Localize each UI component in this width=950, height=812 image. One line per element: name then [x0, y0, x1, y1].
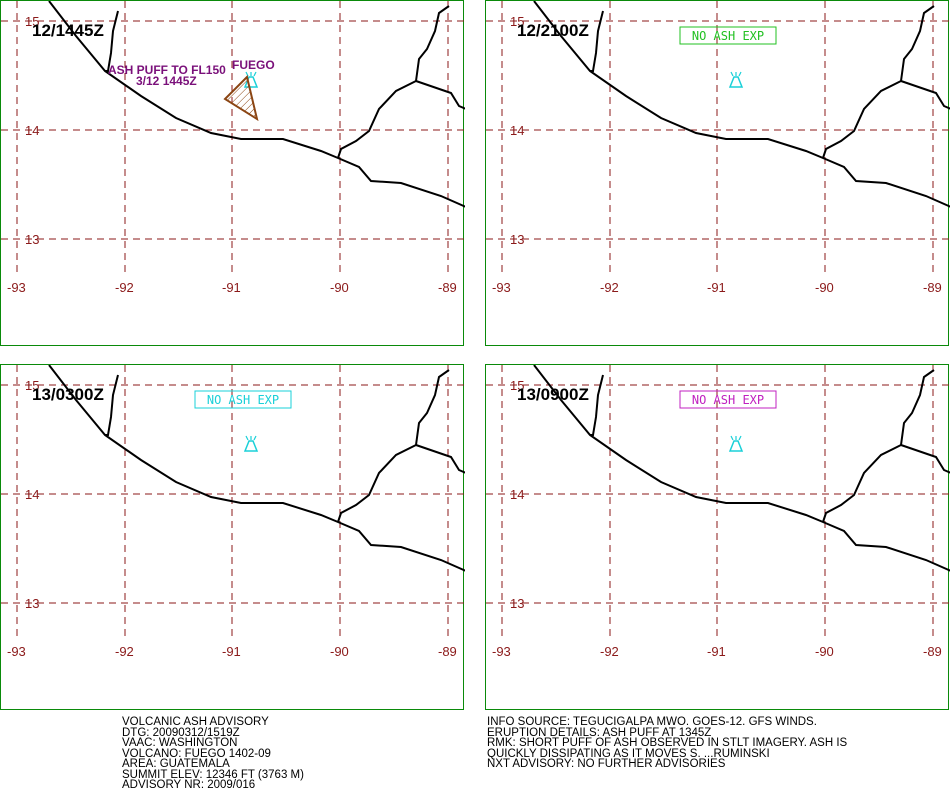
valid-time-stamp: 13/0900Z [517, 385, 589, 404]
volcano-icon [243, 435, 259, 452]
no-ash-expected-box: NO ASH EXP [679, 390, 777, 409]
lon-tick-label: -91 [222, 280, 241, 295]
lon-tick-label: -91 [707, 280, 726, 295]
lon-tick-label: -93 [492, 280, 511, 295]
volcano-icon [728, 435, 744, 452]
lat-tick-label: 15 [510, 378, 524, 393]
lon-tick-label: -92 [600, 644, 619, 659]
ash-label-line-2: 3/12 1445Z [136, 74, 197, 88]
coastline [105, 374, 119, 436]
lon-tick-label: -93 [7, 644, 26, 659]
no-ash-expected-box: NO ASH EXP [194, 390, 292, 409]
advisory-line: VOLCANO: FUEGO 1402-09 [122, 747, 271, 760]
lat-tick-label: 13 [510, 232, 524, 247]
lon-tick-label: -92 [600, 280, 619, 295]
advisory-line: AREA: GUATEMALA [122, 758, 230, 770]
lon-tick-label: -93 [492, 644, 511, 659]
lon-tick-label: -93 [7, 280, 26, 295]
map-panel-2: -93 -92 -91 -90 -89 15 14 13 12/2100Z NO ASH EXP [485, 0, 950, 346]
advisory-text-right: INFO SOURCE: TEGUCIGALPA MWO. GOES-12. G… [487, 717, 847, 770]
lon-tick-label: -90 [815, 280, 834, 295]
advisory-line: VAAC: WASHINGTON [122, 737, 238, 749]
volcano-name-label: FUEGO [232, 58, 275, 72]
advisory-line: SUMMIT ELEV: 12346 FT (3763 M) [122, 768, 304, 781]
advisory-line: ERUPTION DETAILS: ASH PUFF AT 1345Z [487, 726, 712, 739]
map-panel-1: -93 -92 -91 -90 -89 15 14 13 12/1445Z ASH PUFF TO… [0, 0, 465, 346]
map-panel-4: -93 -92 -91 -90 -89 15 14 13 13/0900Z NO ASH EXP [485, 364, 950, 710]
coastline [337, 5, 450, 159]
map-svg: -93 -92 -91 -90 -89 15 14 13 12/2100Z NO ASH EXP [486, 1, 950, 295]
coastline [822, 5, 935, 159]
advisory-line: ADVISORY NR: 2009/016 [122, 779, 256, 791]
lat-tick-label: 13 [25, 232, 39, 247]
lat-tick-label: 13 [25, 596, 39, 611]
advisory-line: INFO SOURCE: TEGUCIGALPA MWO. GOES-12. G… [487, 716, 817, 728]
no-ash-expected-label: NO ASH EXP [692, 29, 764, 43]
map-panel-3: -93 -92 -91 -90 -89 15 14 13 13/0300Z NO ASH EXP [0, 364, 465, 710]
coastline [533, 365, 950, 572]
coastline [105, 10, 119, 72]
lat-tick-label: 14 [510, 123, 524, 138]
advisory-line: DTG: 20090312/1519Z [122, 726, 240, 739]
lon-tick-label: -92 [115, 280, 134, 295]
lat-tick-label: 14 [510, 487, 524, 502]
no-ash-expected-box: NO ASH EXP [679, 26, 777, 45]
coastline [822, 369, 935, 523]
lon-tick-label: -89 [923, 644, 942, 659]
valid-time-stamp: 13/0300Z [32, 385, 104, 404]
advisory-text-left: VOLCANIC ASH ADVISORY DTG: 20090312/1519Z… [122, 717, 304, 791]
coastline [533, 1, 950, 208]
lon-tick-label: -92 [115, 644, 134, 659]
coastline [48, 1, 465, 208]
advisory-line: NXT ADVISORY: NO FURTHER ADVISORIES [487, 758, 726, 770]
valid-time-stamp: 12/1445Z [32, 21, 104, 40]
coastline [900, 80, 950, 110]
lat-tick-label: 14 [25, 487, 39, 502]
coastline [337, 369, 450, 523]
map-svg: -93 -92 -91 -90 -89 15 14 13 12/1445Z ASH PUFF TO… [1, 1, 465, 295]
valid-time-stamp: 12/2100Z [517, 21, 589, 40]
lon-tick-label: -89 [438, 280, 457, 295]
lon-tick-label: -89 [923, 280, 942, 295]
coastline [900, 444, 950, 474]
advisory-line: RMK: SHORT PUFF OF ASH OBSERVED IN STLT … [487, 737, 848, 749]
map-svg: -93 -92 -91 -90 -89 15 14 13 13/0300Z NO ASH EXP [1, 365, 465, 659]
lon-tick-label: -90 [815, 644, 834, 659]
lon-tick-label: -90 [330, 644, 349, 659]
lat-tick-label: 15 [510, 14, 524, 29]
coastline [415, 80, 465, 110]
coastline [415, 444, 465, 474]
no-ash-expected-label: NO ASH EXP [207, 393, 279, 407]
coastline [590, 10, 604, 72]
lon-tick-label: -91 [707, 644, 726, 659]
lat-tick-label: 15 [25, 378, 39, 393]
coastline [48, 365, 465, 572]
no-ash-expected-label: NO ASH EXP [692, 393, 764, 407]
advisory-line: VOLCANIC ASH ADVISORY [122, 716, 269, 728]
coastline [590, 374, 604, 436]
lat-tick-label: 13 [510, 596, 524, 611]
lon-tick-label: -89 [438, 644, 457, 659]
volcano-icon [728, 71, 744, 88]
ash-cloud-polygon [223, 75, 259, 122]
map-svg: -93 -92 -91 -90 -89 15 14 13 13/0900Z NO ASH EXP [486, 365, 950, 659]
lon-tick-label: -90 [330, 280, 349, 295]
ash-label-line-1: ASH PUFF TO FL150 [108, 63, 226, 77]
lat-tick-label: 14 [25, 123, 39, 138]
lon-tick-label: -91 [222, 644, 241, 659]
advisory-line: QUICKLY DISSIPATING AS IT MOVES S. ...RU… [487, 747, 770, 760]
lat-tick-label: 15 [25, 14, 39, 29]
